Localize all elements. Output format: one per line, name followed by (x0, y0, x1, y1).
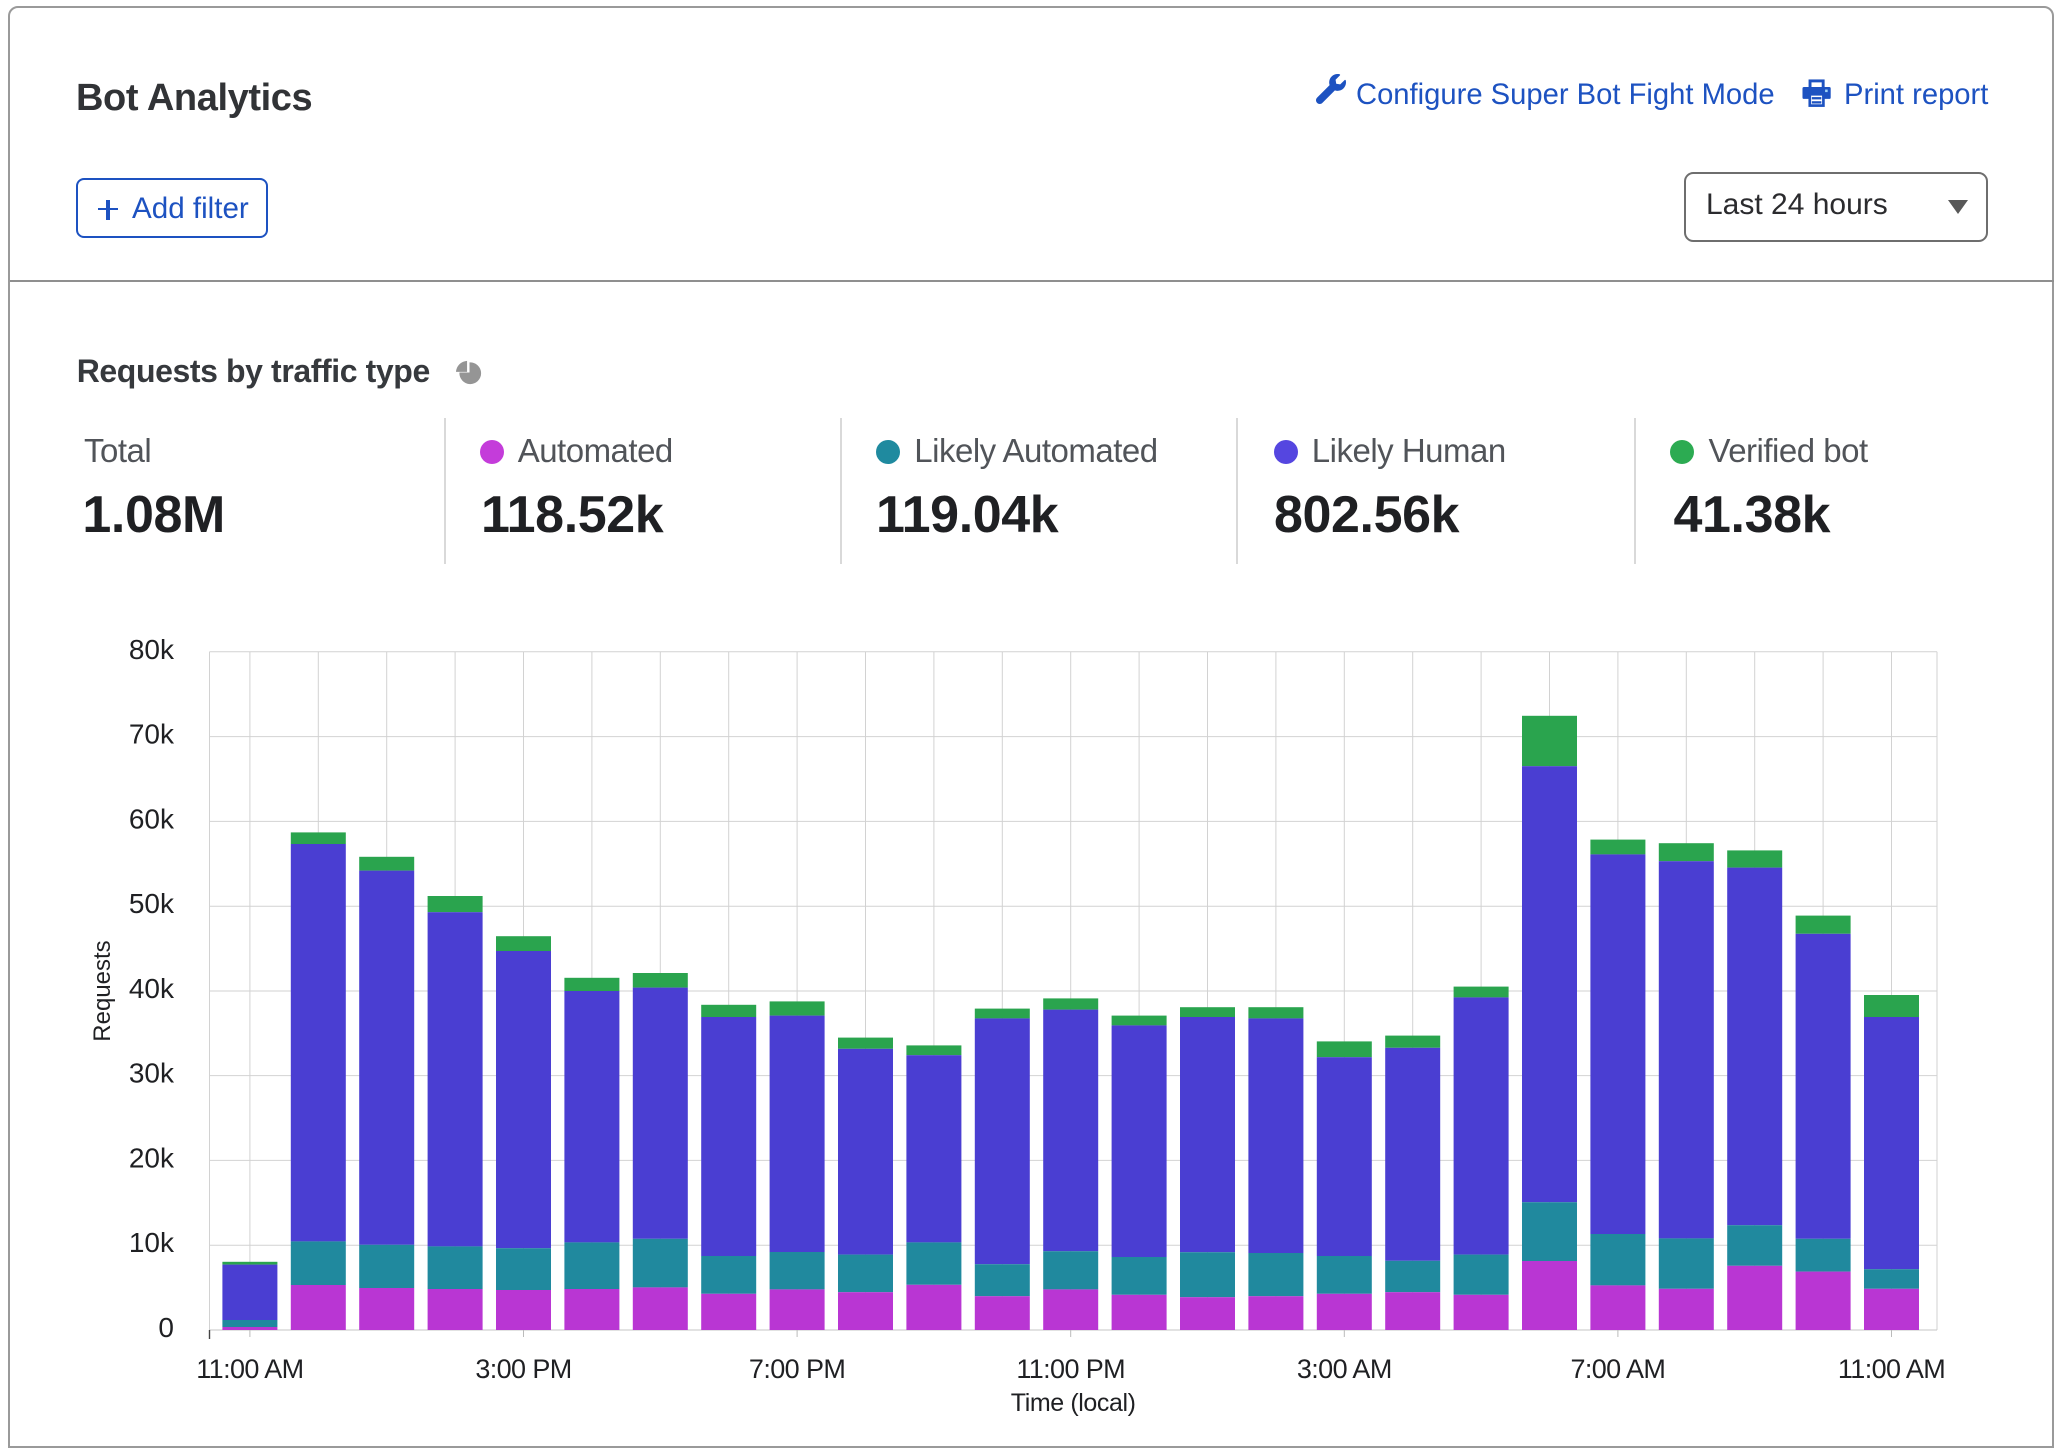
svg-text:70k: 70k (129, 719, 175, 750)
svg-text:0: 0 (158, 1312, 174, 1343)
svg-text:80k: 80k (129, 634, 175, 665)
svg-text:60k: 60k (129, 803, 175, 834)
svg-text:3:00 AM: 3:00 AM (1297, 1354, 1392, 1384)
svg-text:50k: 50k (129, 888, 175, 919)
svg-text:3:00 PM: 3:00 PM (475, 1354, 571, 1384)
svg-text:11:00 AM: 11:00 AM (196, 1354, 303, 1384)
svg-text:7:00 PM: 7:00 PM (749, 1354, 845, 1384)
svg-text:30k: 30k (129, 1058, 175, 1089)
svg-text:10k: 10k (129, 1227, 175, 1258)
svg-text:40k: 40k (129, 973, 175, 1004)
svg-text:7:00 AM: 7:00 AM (1570, 1354, 1665, 1384)
svg-text:11:00 AM: 11:00 AM (1838, 1354, 1945, 1384)
svg-text:11:00 PM: 11:00 PM (1016, 1354, 1125, 1384)
svg-text:Time (local): Time (local) (1011, 1389, 1136, 1417)
svg-text:Requests: Requests (89, 940, 116, 1041)
svg-text:20k: 20k (129, 1142, 175, 1173)
